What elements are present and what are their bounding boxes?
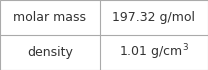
Text: density: density bbox=[27, 46, 73, 59]
Text: 1.01 g/cm$^3$: 1.01 g/cm$^3$ bbox=[119, 43, 189, 62]
Text: molar mass: molar mass bbox=[14, 11, 86, 24]
Text: 197.32 g/mol: 197.32 g/mol bbox=[112, 11, 196, 24]
